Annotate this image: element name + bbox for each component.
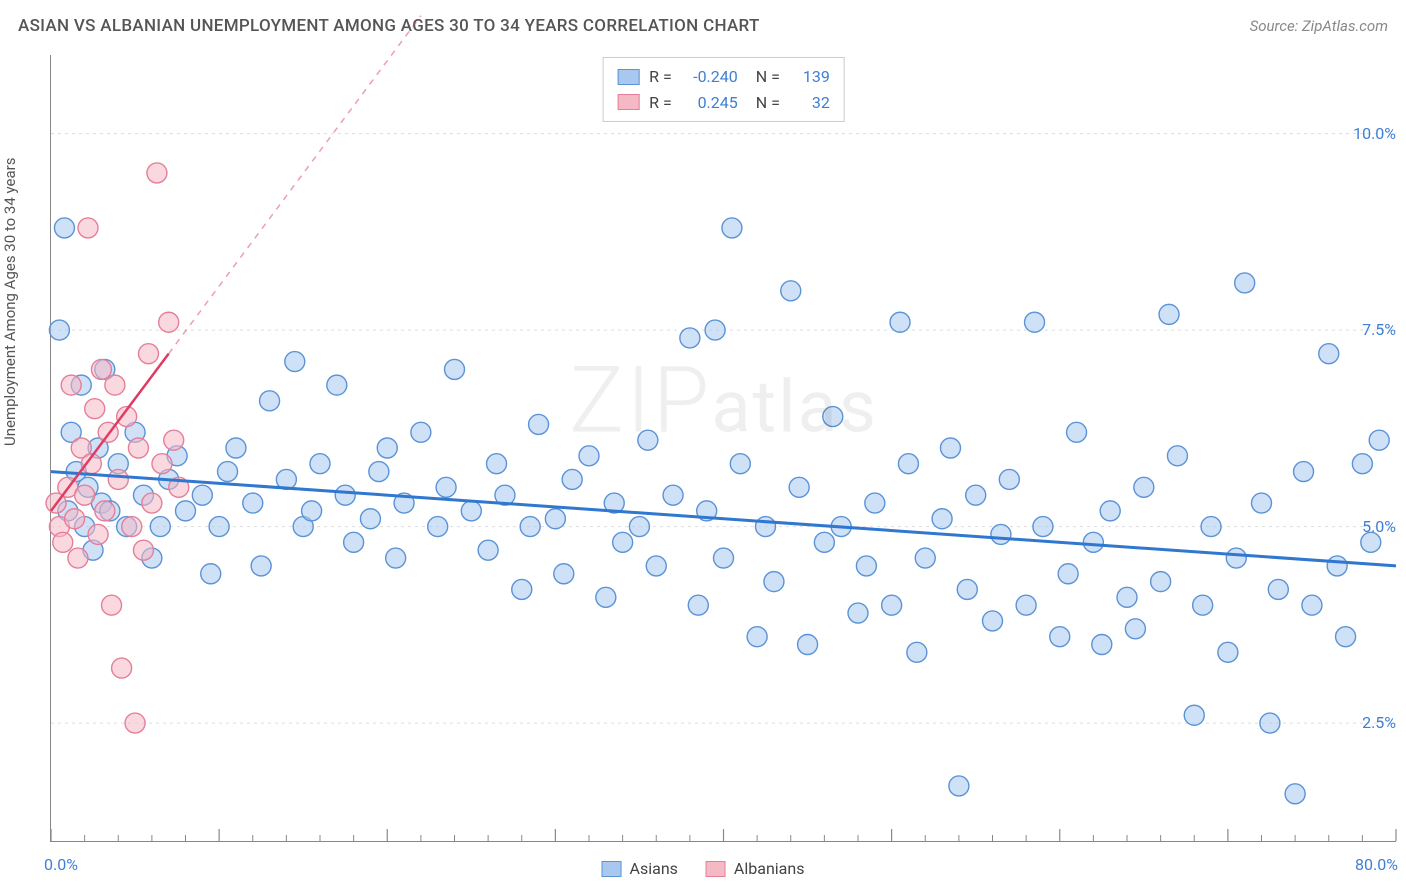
legend-R-label: R = xyxy=(649,64,672,90)
chart-svg xyxy=(51,55,1396,841)
plot-area: ZIPatlas R = -0.240 N = 139 R = 0.245 N … xyxy=(50,55,1396,842)
legend-label: Asians xyxy=(630,859,678,878)
legend-swatch-albanians xyxy=(617,94,639,110)
y-tick-label: 2.5% xyxy=(1362,713,1396,732)
legend-swatch-icon xyxy=(706,861,726,877)
legend-N-value-albanians: 32 xyxy=(790,90,830,116)
legend-R-value-albanians: 0.245 xyxy=(682,90,738,116)
y-tick-label: 5.0% xyxy=(1362,517,1396,536)
legend-row-albanians: R = 0.245 N = 32 xyxy=(617,90,830,116)
y-tick-label: 10.0% xyxy=(1353,124,1396,143)
legend-swatch-asians xyxy=(617,69,639,85)
legend-R-value-asians: -0.240 xyxy=(682,64,738,90)
legend-item-asians: Asians xyxy=(602,859,678,878)
legend-R-label: R = xyxy=(649,90,672,116)
chart-source: Source: ZipAtlas.com xyxy=(1250,17,1388,35)
correlation-legend: R = -0.240 N = 139 R = 0.245 N = 32 xyxy=(602,57,845,122)
legend-item-albanians: Albanians xyxy=(706,859,805,878)
x-tick-label: 0.0% xyxy=(44,855,78,874)
legend-row-asians: R = -0.240 N = 139 xyxy=(617,64,830,90)
legend-N-label: N = xyxy=(748,64,780,90)
chart-header: ASIAN VS ALBANIAN UNEMPLOYMENT AMONG AGE… xyxy=(18,16,1388,36)
y-tick-label: 7.5% xyxy=(1362,320,1396,339)
y-axis-label: Unemployment Among Ages 30 to 34 years xyxy=(1,158,19,446)
legend-N-label: N = xyxy=(748,90,780,116)
legend-label: Albanians xyxy=(734,859,805,878)
chart-title: ASIAN VS ALBANIAN UNEMPLOYMENT AMONG AGE… xyxy=(18,16,760,36)
series-legend: Asians Albanians xyxy=(602,859,805,878)
legend-N-value-asians: 139 xyxy=(790,64,830,90)
x-tick-label: 80.0% xyxy=(1355,855,1398,874)
legend-swatch-icon xyxy=(602,861,622,877)
